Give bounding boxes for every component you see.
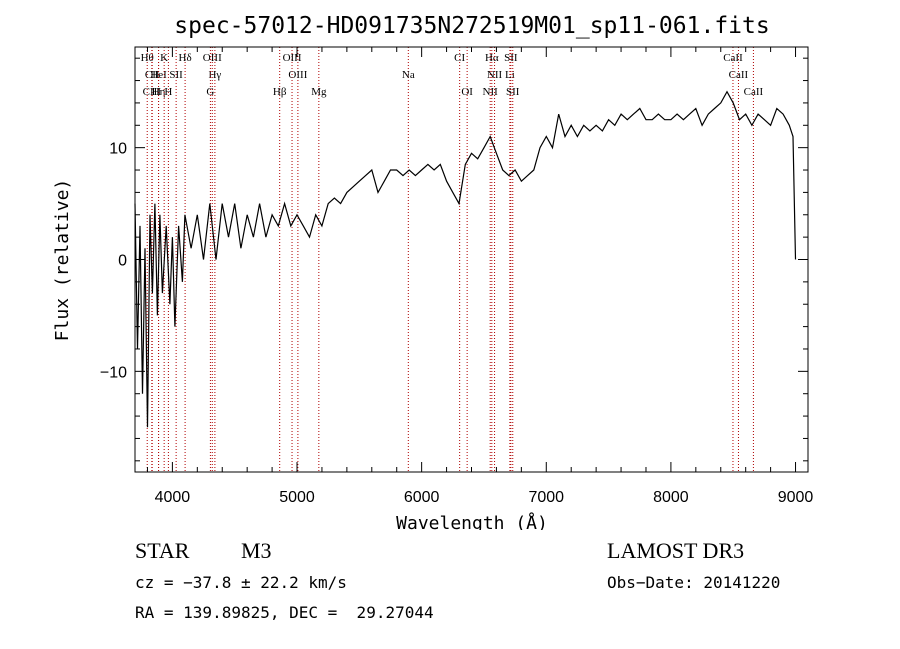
y-tick-label: −10 bbox=[100, 364, 127, 381]
marker-label: Hα bbox=[485, 52, 499, 64]
marker-label: NII bbox=[487, 69, 503, 81]
spectrum-line bbox=[134, 90, 797, 428]
marker-label: CII bbox=[145, 69, 160, 81]
x-axis-label: Wavelength (Å) bbox=[396, 512, 548, 530]
marker-label: Na bbox=[402, 69, 415, 81]
spectral-line-markers: HθCIICIIIHeIHηKHSIIHδOIIIHγGHβOIIIOIIIMg… bbox=[141, 47, 764, 472]
x-tick-label: 5000 bbox=[279, 489, 315, 506]
marker-label: CaII bbox=[744, 86, 764, 98]
subclass-label: M3 bbox=[241, 538, 272, 563]
marker-label: OIII bbox=[203, 52, 222, 64]
x-tick-label: 4000 bbox=[155, 489, 191, 506]
marker-label: OIII bbox=[288, 69, 307, 81]
chart-title: spec-57012-HD091735N272519M01_sp11-061.f… bbox=[174, 13, 769, 39]
x-tick-label: 8000 bbox=[653, 489, 689, 506]
x-tick-label: 9000 bbox=[778, 489, 814, 506]
plot-frame bbox=[134, 46, 809, 473]
marker-label: OIII bbox=[283, 52, 302, 64]
coordinates-text: RA = 139.89825, DEC = 29.27044 bbox=[135, 603, 434, 622]
marker-label: Hθ bbox=[141, 52, 154, 64]
marker-label: Li bbox=[505, 69, 515, 81]
marker-label: CI bbox=[454, 52, 465, 64]
marker-label: G bbox=[206, 86, 214, 98]
y-tick-label: 0 bbox=[118, 253, 127, 270]
marker-label: Hδ bbox=[179, 52, 192, 64]
survey-label: LAMOST DR3 bbox=[607, 538, 745, 563]
marker-label: SII bbox=[504, 52, 518, 64]
spectrum-series bbox=[134, 90, 797, 428]
marker-label: H bbox=[164, 86, 172, 98]
spectrum-chart: spec-57012-HD091735N272519M01_sp11-061.f… bbox=[52, 13, 814, 530]
marker-label: CIII bbox=[143, 86, 162, 98]
marker-label: Hγ bbox=[208, 69, 221, 81]
marker-label: OI bbox=[461, 86, 473, 98]
marker-label: CaII bbox=[723, 52, 743, 64]
marker-label: CaII bbox=[729, 69, 749, 81]
redshift-text: cz = −37.8 ± 22.2 km/s bbox=[135, 573, 347, 592]
x-tick-label: 6000 bbox=[404, 489, 440, 506]
y-axis-label: Flux (relative) bbox=[52, 179, 73, 342]
marker-label: Hη bbox=[152, 86, 166, 98]
marker-label: Hβ bbox=[273, 86, 287, 98]
y-tick-label: 10 bbox=[109, 141, 127, 158]
marker-label: SII bbox=[506, 86, 520, 98]
class-label: STAR bbox=[135, 538, 190, 563]
marker-label: Mg bbox=[311, 86, 327, 98]
marker-label: K bbox=[160, 52, 168, 64]
marker-label: SII bbox=[169, 69, 183, 81]
obs-date-text: Obs−Date: 20141220 bbox=[607, 573, 781, 592]
marker-label: NII bbox=[483, 86, 499, 98]
x-tick-label: 7000 bbox=[528, 489, 564, 506]
plot-axes: 4000 5000 6000 7000 8000 9000 −10 0 10 bbox=[100, 46, 814, 506]
